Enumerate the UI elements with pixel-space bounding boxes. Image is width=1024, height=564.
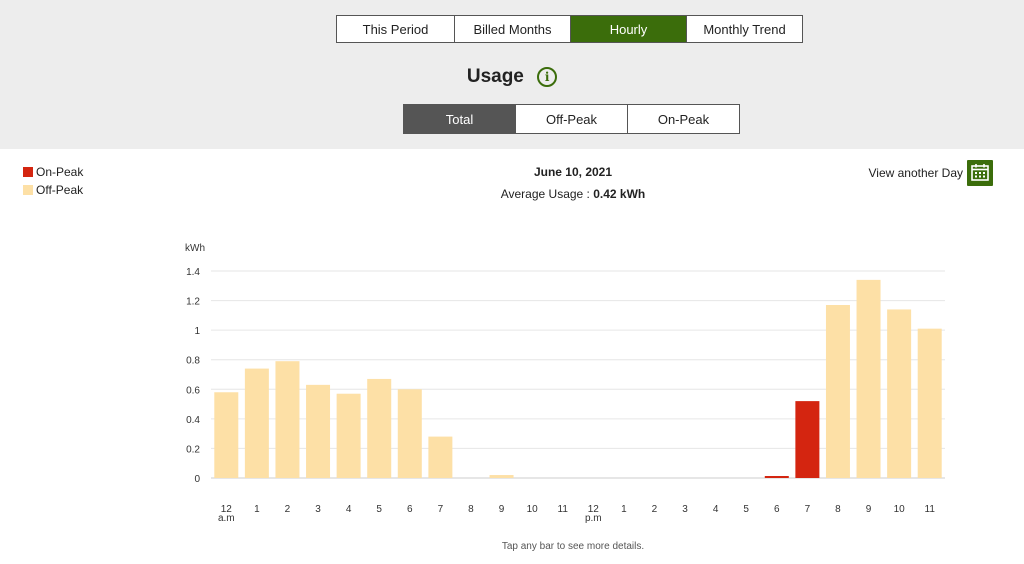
legend-on-peak: On-Peak — [23, 163, 83, 181]
subtab-off-peak[interactable]: Off-Peak — [515, 104, 628, 134]
x-tick-label: 10 — [894, 504, 906, 515]
bar[interactable] — [336, 393, 361, 478]
average-usage: Average Usage : 0.42 kWh — [0, 187, 1024, 201]
y-tick-label: 0.8 — [186, 356, 200, 367]
x-tick-label: 6 — [774, 504, 780, 515]
x-tick-label: 7 — [805, 504, 811, 515]
bar[interactable] — [856, 279, 881, 478]
bar[interactable] — [825, 305, 850, 478]
y-axis-label: kWh — [185, 243, 205, 254]
chart-legend: On-Peak Off-Peak — [23, 163, 83, 199]
view-another-day-link[interactable]: View another Day — [868, 160, 993, 186]
x-tick-label: 2 — [652, 504, 658, 515]
bar[interactable] — [428, 436, 453, 478]
x-tick-label: 4 — [713, 504, 719, 515]
x-tick-label: 11 — [925, 504, 936, 515]
x-tick-label: 7 — [438, 504, 444, 515]
x-tick-label: 10 — [527, 504, 539, 515]
bar[interactable] — [489, 475, 514, 478]
calendar-icon[interactable] — [967, 160, 993, 186]
usage-heading: Usage i — [0, 66, 1024, 88]
x-tick-label: 1 — [254, 504, 260, 515]
legend-swatch-off-peak — [23, 185, 33, 195]
view-another-day-label: View another Day — [868, 166, 964, 180]
y-tick-label: 1.4 — [186, 267, 200, 278]
x-tick-label: 1 — [621, 504, 627, 515]
y-tick-label: 0.2 — [186, 444, 200, 455]
x-tick-label: 5 — [743, 504, 749, 515]
x-tick-label: 2 — [285, 504, 291, 515]
x-tick-label: 5 — [376, 504, 382, 515]
bar[interactable] — [887, 309, 912, 478]
x-tick-label: 8 — [835, 504, 841, 515]
y-tick-label: 1 — [194, 326, 200, 337]
bar[interactable] — [214, 392, 239, 478]
legend-label-on-peak: On-Peak — [36, 165, 84, 179]
average-usage-label: Average Usage : — [500, 187, 594, 201]
bar[interactable] — [764, 476, 789, 478]
y-tick-label: 1.2 — [186, 297, 200, 308]
x-tick-label: 9 — [866, 504, 872, 515]
view-tabs: This Period Billed Months Hourly Monthly… — [336, 15, 803, 43]
legend-label-off-peak: Off-Peak — [36, 183, 84, 197]
subtab-total[interactable]: Total — [403, 104, 516, 134]
bar[interactable] — [917, 328, 942, 478]
tab-hourly[interactable]: Hourly — [570, 15, 687, 43]
y-tick-label: 0.6 — [186, 385, 200, 396]
x-tick-label: 4 — [346, 504, 352, 515]
x-tick-label: 6 — [407, 504, 413, 515]
subtab-on-peak[interactable]: On-Peak — [627, 104, 740, 134]
x-tick-label: 3 — [315, 504, 321, 515]
y-tick-label: 0.4 — [186, 415, 200, 426]
legend-off-peak: Off-Peak — [23, 181, 83, 199]
tab-monthly-trend[interactable]: Monthly Trend — [686, 15, 803, 43]
chart-footnote: Tap any bar to see more details. — [501, 541, 645, 552]
x-tick-label: 9 — [499, 504, 505, 515]
bar[interactable] — [795, 401, 820, 478]
bar[interactable] — [397, 389, 422, 478]
x-tick-label: 12 — [588, 504, 600, 515]
x-tick-label: 3 — [682, 504, 688, 515]
bar[interactable] — [244, 368, 269, 478]
info-icon[interactable]: i — [537, 67, 558, 87]
bar[interactable] — [275, 361, 300, 478]
x-tick-label: 8 — [468, 504, 474, 515]
chart-date: June 10, 2021 — [533, 165, 613, 179]
y-tick-label: 0 — [194, 474, 200, 485]
x-tick-label: 11 — [558, 504, 569, 515]
bar[interactable] — [306, 384, 331, 478]
x-tick-sublabel: p.m — [585, 513, 602, 524]
x-tick-label: 12 — [221, 504, 233, 515]
legend-swatch-on-peak — [23, 167, 33, 177]
chart-header: June 10, 2021 Average Usage : 0.42 kWh — [0, 165, 1024, 201]
bar[interactable] — [367, 378, 392, 478]
usage-title: Usage — [466, 66, 524, 87]
tab-this-period[interactable]: This Period — [336, 15, 455, 43]
average-usage-value: 0.42 kWh — [593, 187, 646, 201]
x-tick-sublabel: a.m — [218, 513, 235, 524]
usage-subtabs: Total Off-Peak On-Peak — [403, 104, 740, 134]
